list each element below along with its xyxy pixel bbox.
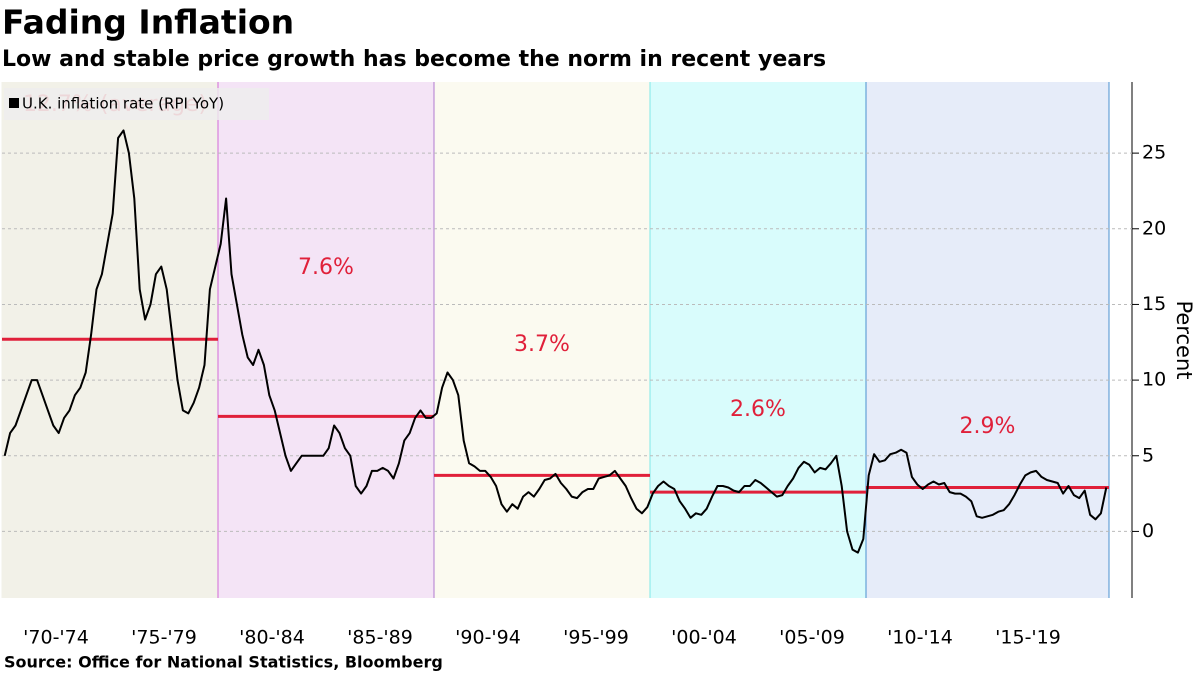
y-tick-label: 5	[1142, 444, 1154, 466]
average-label: 7.6%	[298, 255, 354, 280]
y-tick-label: 10	[1142, 369, 1166, 391]
period-band	[218, 82, 434, 598]
x-tick-label: '90-'94	[455, 627, 521, 649]
inflation-line	[3, 129, 1108, 554]
y-tick-label: 15	[1142, 293, 1166, 315]
y-tick-label: 20	[1142, 217, 1166, 239]
x-tick-label: '85-'89	[347, 627, 413, 649]
chart-title: Fading Inflation	[2, 3, 294, 42]
x-tick-label: '75-'79	[131, 627, 197, 649]
y-axis-label: Percent	[1172, 300, 1196, 379]
x-tick-label: '70-'74	[23, 627, 89, 649]
average-label: 3.7%	[514, 332, 570, 357]
x-tick-label: '05-'09	[779, 627, 845, 649]
legend-box	[4, 88, 269, 120]
legend-label: U.K. inflation rate (RPI YoY)	[22, 95, 224, 113]
y-tick-label: 0	[1142, 520, 1154, 542]
period-band	[434, 82, 650, 598]
average-label: 2.6%	[730, 397, 786, 422]
grid: 0 5 10 15 20 25	[2, 82, 1166, 598]
x-tick-label: '95-'99	[563, 627, 629, 649]
period-band	[650, 82, 866, 598]
source: Source: Office for National Statistics, …	[4, 653, 443, 672]
x-tick-label: '15-'19	[995, 627, 1061, 649]
legend-swatch	[9, 98, 19, 108]
x-tick-label: '80-'84	[239, 627, 305, 649]
legend: U.K. inflation rate (RPI YoY)	[4, 88, 269, 120]
y-tick-label: 25	[1142, 142, 1166, 164]
x-tick-label: '10-'14	[887, 627, 953, 649]
chart-subtitle: Low and stable price growth has become t…	[2, 47, 826, 72]
x-tick-label: '00-'04	[671, 627, 737, 649]
average-label: 2.9%	[960, 414, 1016, 439]
period-band	[866, 82, 1109, 598]
